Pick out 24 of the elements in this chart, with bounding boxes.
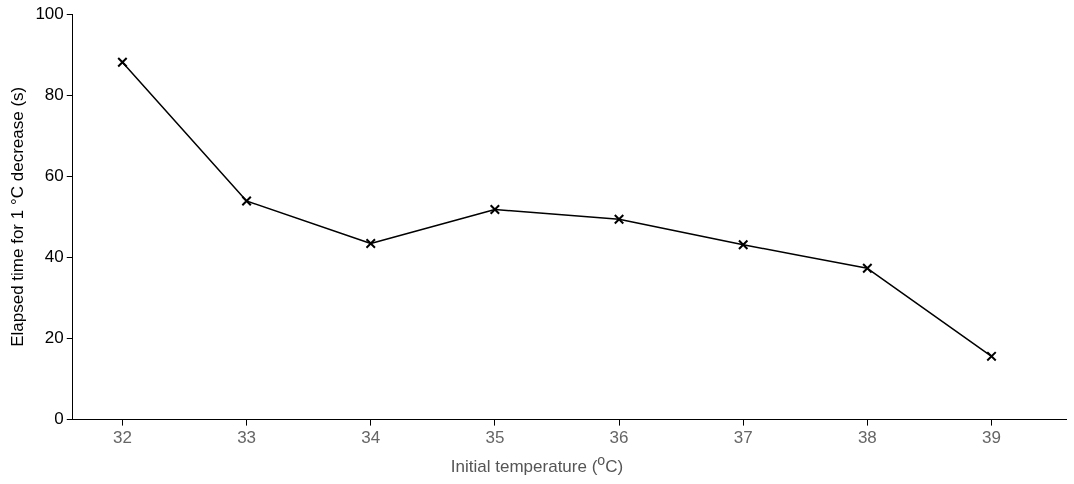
- y-tick-label: 0: [54, 409, 64, 429]
- x-tick-label: 32: [112, 428, 132, 448]
- y-tick-label: 20: [44, 328, 64, 348]
- point: [241, 195, 252, 207]
- x-tick-label: 34: [361, 428, 381, 448]
- point: [613, 213, 625, 225]
- point: [862, 263, 873, 274]
- point: [489, 204, 501, 215]
- y-tick-label: 60: [44, 165, 64, 185]
- x-tick-label: 38: [857, 428, 877, 448]
- x-axis-title: Initial temperature ($^{o}$C): [449, 452, 625, 477]
- y-tick-label: 100: [35, 3, 64, 23]
- x-tick-label: 39: [982, 428, 1001, 448]
- point: [117, 57, 128, 68]
- point: [365, 238, 376, 249]
- x-tick-label: 35: [485, 428, 505, 448]
- y-tick-label: 40: [44, 247, 64, 267]
- x-tick-label: 36: [609, 428, 629, 448]
- point: [737, 239, 749, 251]
- x-tick-label: 33: [237, 428, 257, 448]
- y-axis-title: Elapsed time for 1 °C decrease (s): [7, 86, 27, 347]
- y-tick-label: 80: [44, 84, 64, 104]
- x-tick-label: 37: [733, 428, 753, 448]
- point: [986, 351, 997, 362]
